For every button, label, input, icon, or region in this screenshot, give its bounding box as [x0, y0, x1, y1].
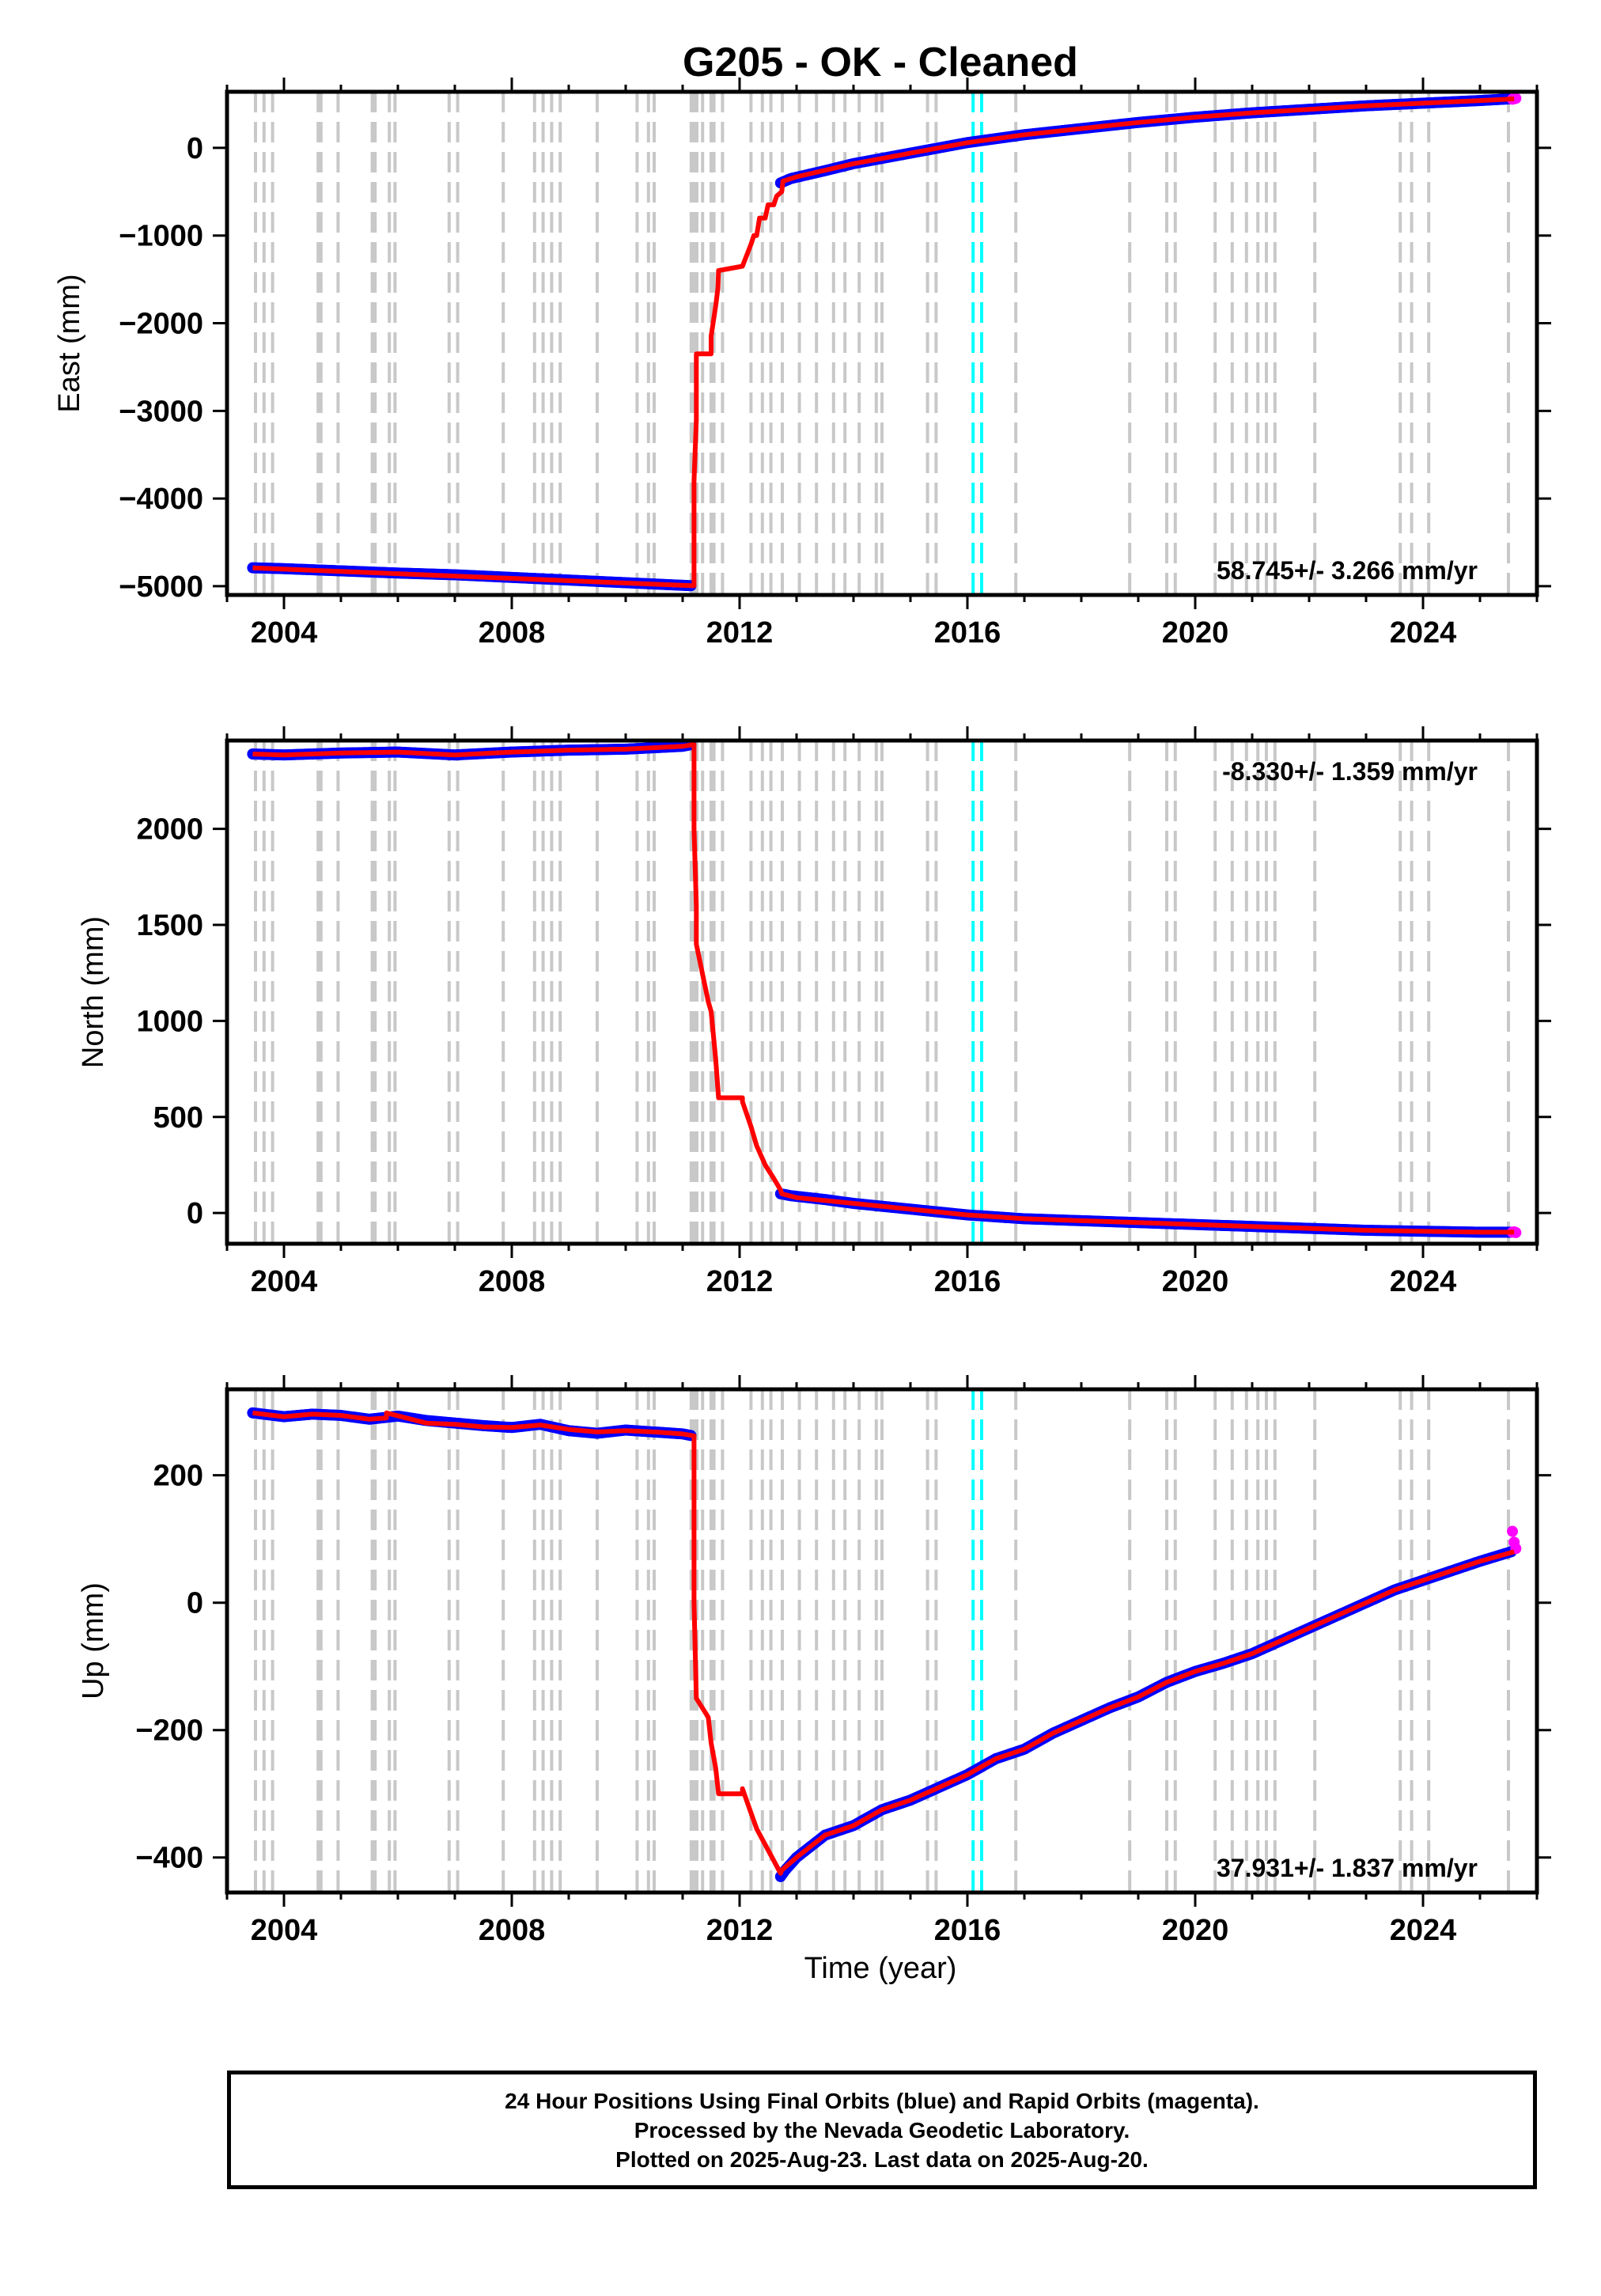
north-x-tick-label: 2016 — [934, 1265, 1001, 1298]
east-x-tick-label: 2012 — [706, 616, 774, 650]
figure-title: G205 - OK - Cleaned — [683, 40, 1078, 85]
up-x-tick-label: 2024 — [1390, 1914, 1457, 1947]
east-panel: 2004 2008 2012 2016 2020 2024 0 −1000 −2000 −3000… — [53, 78, 1551, 650]
up-model-line — [252, 1410, 1516, 1876]
up-rapid-orbits-series — [1507, 1525, 1522, 1555]
up-y-tick-label: −400 — [135, 1842, 203, 1875]
up-rate-label: 37.931+/- 1.837 mm/yr — [1217, 1854, 1478, 1882]
north-y-axis-label: North (mm) — [77, 916, 110, 1068]
north-frame — [225, 738, 1539, 1246]
north-model-line — [252, 741, 1515, 1235]
east-y-tick-label: −5000 — [119, 570, 203, 604]
north-plot-area — [247, 741, 1522, 1244]
north-x-tick-label: 2008 — [479, 1265, 546, 1298]
east-x-tick-label: 2008 — [479, 616, 546, 650]
up-y-tick-label: 200 — [153, 1460, 203, 1493]
footer-line-3: Plotted on 2025-Aug-23. Last data on 202… — [615, 2146, 1149, 2172]
east-frame — [225, 89, 1539, 597]
east-y-tick-label: −4000 — [119, 483, 203, 516]
north-x-tick-label: 2004 — [251, 1265, 318, 1298]
north-rate-label: -8.330+/- 1.359 mm/yr — [1222, 757, 1478, 786]
east-y-tick-label: −3000 — [119, 395, 203, 428]
east-rate-label: 58.745+/- 3.266 mm/yr — [1217, 556, 1478, 585]
up-x-tick-label: 2004 — [251, 1914, 318, 1947]
footer-line-2: Processed by the Nevada Geodetic Laborat… — [634, 2117, 1130, 2143]
up-y-tick-label: 0 — [187, 1587, 203, 1620]
footer-line-1: 24 Hour Positions Using Final Orbits (bl… — [505, 2088, 1259, 2113]
up-y-tick-label: −200 — [135, 1714, 203, 1748]
east-plot-area — [247, 92, 1522, 595]
x-axis-label: Time (year) — [804, 1952, 957, 1985]
east-y-tick-label: −1000 — [119, 220, 203, 253]
east-x-tick-label: 2004 — [251, 616, 318, 650]
up-x-tick-label: 2020 — [1162, 1914, 1229, 1947]
east-y-tick-label: −2000 — [119, 308, 203, 341]
east-x-tick-label: 2024 — [1390, 616, 1457, 650]
north-panel: 2004 2008 2012 2016 2020 2024 2000 1500 1000 500 0… — [77, 726, 1551, 1298]
up-x-tick-label: 2008 — [479, 1914, 546, 1947]
north-x-tick-label: 2024 — [1390, 1265, 1457, 1298]
east-y-tick-label: 0 — [187, 132, 203, 165]
east-y-axis-label: East (mm) — [53, 274, 86, 412]
north-x-tick-label: 2012 — [706, 1265, 774, 1298]
up-rapid-point — [1507, 1525, 1519, 1537]
north-y-tick-label: 500 — [153, 1101, 203, 1135]
up-frame — [225, 1387, 1539, 1895]
east-x-tick-label: 2020 — [1162, 616, 1229, 650]
footer-box: 24 Hour Positions Using Final Orbits (bl… — [227, 2071, 1537, 2189]
east-model-line — [252, 96, 1515, 589]
north-y-tick-label: 1000 — [136, 1005, 203, 1038]
east-x-tick-label: 2016 — [934, 616, 1001, 650]
north-y-tick-label: 1500 — [136, 909, 203, 942]
up-panel: 2004 2008 2012 2016 2020 2024 200 0 −200 −400 Up (… — [77, 1375, 1551, 1947]
up-x-tick-label: 2012 — [706, 1914, 774, 1947]
up-y-axis-label: Up (mm) — [77, 1582, 110, 1699]
up-plot-area — [247, 1389, 1522, 1892]
north-x-tick-label: 2020 — [1162, 1265, 1229, 1298]
up-x-tick-label: 2016 — [934, 1914, 1001, 1947]
north-y-tick-label: 2000 — [136, 813, 203, 847]
north-y-tick-label: 0 — [187, 1197, 203, 1230]
